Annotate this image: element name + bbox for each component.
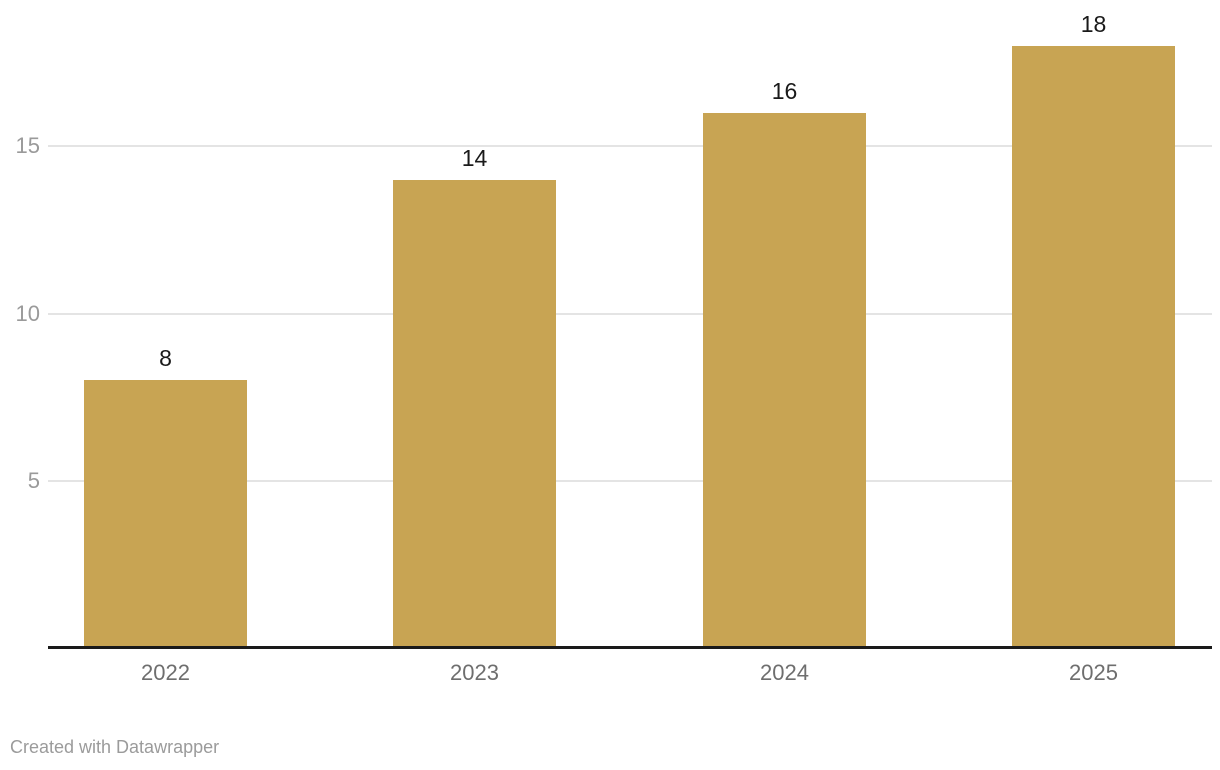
datawrapper-credit: Created with Datawrapper <box>10 737 220 757</box>
bar-value-label: 18 <box>1080 11 1107 38</box>
y-tick-label-10: 10 <box>15 300 40 326</box>
y-tick-label-15: 15 <box>15 133 40 159</box>
bar-2025 <box>1012 46 1175 648</box>
gridline-10 <box>48 312 1212 315</box>
gridline-15 <box>48 145 1212 148</box>
x-axis-label-2024: 2024 <box>760 660 809 685</box>
bar-2023 <box>393 179 556 648</box>
bar-value-label: 8 <box>159 345 172 372</box>
bar-value-label: 14 <box>461 144 488 171</box>
x-axis-label-2025: 2025 <box>1069 660 1118 685</box>
x-axis-label-2023: 2023 <box>450 660 499 685</box>
bar-value-label: 16 <box>771 77 798 104</box>
bar-2024 <box>703 112 866 648</box>
bar-2022 <box>84 380 247 648</box>
x-axis-line <box>48 646 1212 649</box>
gridline-5 <box>48 479 1212 482</box>
x-axis-label-2022: 2022 <box>141 660 190 685</box>
y-tick-label-5: 5 <box>27 467 40 493</box>
